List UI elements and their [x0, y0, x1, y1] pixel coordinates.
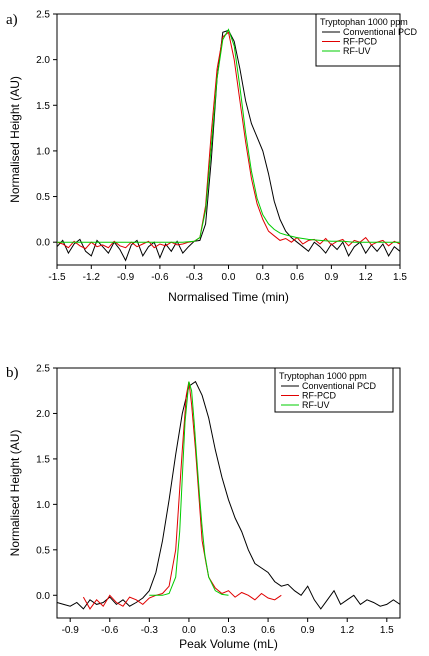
- x-tick: 0.3: [222, 618, 236, 636]
- y-tick-label: 2.0: [36, 409, 50, 420]
- chart-1: -0.9 -0.6 -0.3 0.0 0.3 0.6 0.9 1.2 1.5 0.0 0.5 1.0 1…: [8, 364, 401, 651]
- y-tick: 1.0: [36, 500, 57, 511]
- legend-entry: RF-PCD: [302, 391, 336, 401]
- x-tick: -0.9: [117, 265, 135, 283]
- x-tick: -0.9: [62, 618, 80, 636]
- x-tick-label: 0.3: [256, 272, 270, 283]
- y-tick-label: 0.0: [36, 238, 50, 249]
- x-tick: 0.0: [222, 265, 236, 283]
- y-tick-label: 0.0: [36, 591, 50, 602]
- y-tick: 0.0: [36, 238, 57, 249]
- legend-title: Tryptophan 1000 ppm: [320, 17, 408, 27]
- x-tick-label: -0.3: [141, 625, 159, 636]
- legend-entry: Conventional PCD: [302, 381, 377, 391]
- legend-title: Tryptophan 1000 ppm: [279, 371, 367, 381]
- y-tick: 2.5: [36, 10, 57, 21]
- panel-b-label: b): [6, 365, 19, 381]
- x-tick: 1.2: [359, 265, 373, 283]
- x-tick: -1.5: [48, 265, 66, 283]
- x-tick-label: 1.5: [380, 625, 394, 636]
- x-tick: -1.2: [83, 265, 101, 283]
- legend-entry: RF-UV: [302, 400, 330, 410]
- x-tick-label: -1.5: [48, 272, 66, 283]
- x-tick: 0.9: [301, 618, 315, 636]
- y-tick: 1.0: [36, 146, 57, 157]
- chart-0: -1.5 -1.2 -0.9 -0.6 -0.3 0.0 0.3 0.6 0.9 1.2 1.5 0.…: [8, 10, 418, 305]
- x-tick: 0.9: [324, 265, 339, 283]
- x-tick-label: 0.9: [301, 625, 315, 636]
- y-tick: 2.0: [36, 409, 57, 420]
- x-axis-title: Normalised Time (min): [168, 290, 289, 304]
- x-tick: 1.5: [393, 265, 407, 283]
- x-tick: -0.6: [101, 618, 119, 636]
- y-tick-label: 1.0: [36, 500, 50, 511]
- series-line-conventional-pcd: [56, 380, 401, 610]
- x-tick-label: 0.9: [324, 272, 338, 283]
- y-tick: 0.5: [36, 545, 57, 556]
- x-tick-label: -0.6: [151, 272, 169, 283]
- legend-box: [315, 13, 401, 67]
- y-tick-label: 1.5: [36, 454, 50, 465]
- x-tick-label: 0.6: [290, 272, 304, 283]
- y-axis-title: Normalised Height (AU): [8, 430, 22, 557]
- series-line-rf-uv: [149, 381, 229, 596]
- x-axis-title: Peak Volume (mL): [179, 637, 278, 651]
- x-tick: -0.3: [141, 618, 159, 636]
- x-tick: 1.2: [340, 618, 355, 636]
- y-axis-title: Normalised Height (AU): [8, 76, 22, 203]
- x-tick-label: -0.9: [117, 272, 135, 283]
- x-tick: -0.6: [151, 265, 169, 283]
- x-tick-label: -0.6: [101, 625, 119, 636]
- y-tick-label: 2.0: [36, 55, 50, 66]
- y-tick: 0.0: [36, 591, 57, 602]
- y-tick: 2.5: [36, 364, 57, 375]
- x-tick-label: -0.3: [186, 272, 204, 283]
- y-tick: 1.5: [36, 101, 57, 112]
- panel-a-label: a): [6, 12, 18, 28]
- x-tick-label: 0.3: [222, 625, 236, 636]
- series-line-rf-pcd: [56, 31, 401, 250]
- x-tick: 0.6: [290, 265, 304, 283]
- y-tick: 0.5: [36, 192, 57, 203]
- y-tick-label: 1.0: [36, 146, 50, 157]
- x-tick: 1.5: [380, 618, 394, 636]
- x-tick: 0.0: [182, 618, 196, 636]
- y-tick-label: 2.5: [36, 10, 50, 21]
- legend-entry: RF-PCD: [343, 37, 377, 47]
- y-tick-label: 0.5: [36, 545, 50, 556]
- x-tick-label: 0.0: [222, 272, 236, 283]
- x-tick-label: -1.2: [83, 272, 101, 283]
- x-tick-label: 0.6: [261, 625, 275, 636]
- y-tick-label: 0.5: [36, 192, 50, 203]
- x-tick-label: -0.9: [62, 625, 80, 636]
- y-tick-label: 2.5: [36, 364, 50, 375]
- y-tick-label: 1.5: [36, 101, 50, 112]
- x-tick: 0.6: [261, 618, 275, 636]
- x-tick-label: 0.0: [182, 625, 196, 636]
- y-tick: 2.0: [36, 55, 57, 66]
- legend-entry: Conventional PCD: [343, 27, 418, 37]
- x-tick: -0.3: [186, 265, 204, 283]
- x-tick-label: 1.2: [359, 272, 373, 283]
- x-tick-label: 1.5: [393, 272, 407, 283]
- legend-entry: RF-UV: [343, 46, 371, 56]
- series-line-rf-uv: [57, 28, 400, 243]
- x-tick-label: 1.2: [340, 625, 354, 636]
- x-tick: 0.3: [256, 265, 270, 283]
- y-tick: 1.5: [36, 454, 57, 465]
